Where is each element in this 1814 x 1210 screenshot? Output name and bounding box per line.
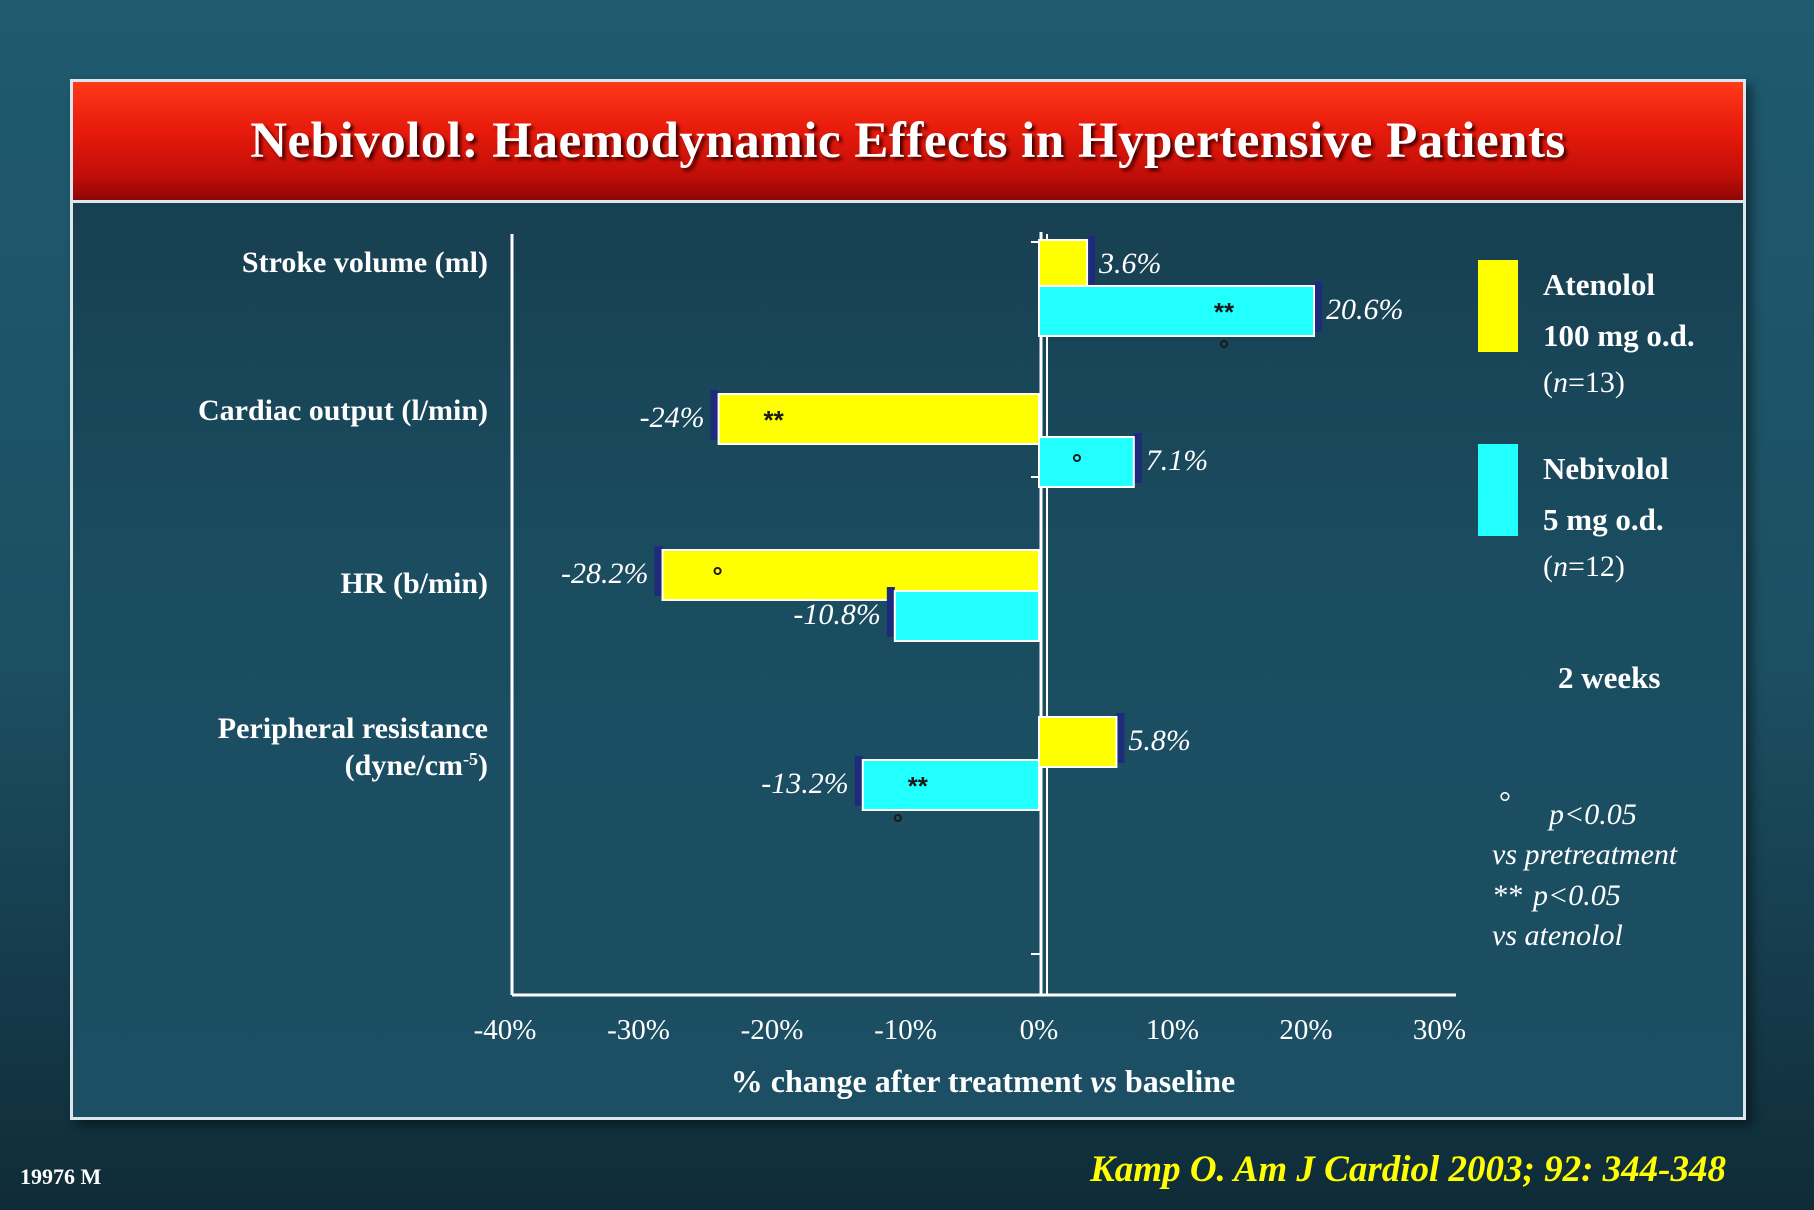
x-tick-label: 10% bbox=[1146, 1014, 1199, 1046]
significance-marker-below: ° bbox=[1219, 334, 1229, 364]
significance-marker: ° bbox=[1072, 448, 1082, 478]
x-axis-title-part: vs bbox=[1090, 1063, 1117, 1099]
x-tick-label: -40% bbox=[474, 1014, 537, 1046]
bar-depth bbox=[710, 390, 719, 440]
bar bbox=[1038, 239, 1089, 291]
note-single-mark: ° bbox=[1498, 786, 1510, 819]
legend-n-part: =13) bbox=[1568, 366, 1625, 399]
data-label: 20.6% bbox=[1326, 293, 1404, 326]
data-label: -13.2% bbox=[761, 767, 848, 800]
x-axis-title-part: baseline bbox=[1117, 1063, 1235, 1099]
data-label: -28.2% bbox=[561, 557, 648, 590]
bar bbox=[861, 759, 1041, 811]
x-axis-title-part: % change after treatment bbox=[731, 1063, 1091, 1099]
data-label: 3.6% bbox=[1098, 247, 1162, 280]
citation: Kamp O. Am J Cardiol 2003; 92: 344-348 bbox=[1090, 1149, 1726, 1190]
note-line4: vs atenolol bbox=[1492, 919, 1623, 952]
chart: -40% -30% -20% -10% 0% 10% 20% 30% % change afte… bbox=[198, 232, 1695, 1099]
significance-marker: ** bbox=[1214, 297, 1235, 327]
legend-label-dose: 5 mg o.d. bbox=[1543, 502, 1664, 537]
data-label: 5.8% bbox=[1128, 724, 1191, 757]
slide-title: Nebivolol: Haemodynamic Effects in Hyper… bbox=[250, 113, 1566, 169]
significance-marker-below: ° bbox=[893, 808, 903, 838]
x-tick-label: -30% bbox=[607, 1014, 670, 1046]
category-label: HR (b/min) bbox=[340, 567, 488, 600]
bar-depth bbox=[1087, 236, 1096, 286]
legend-n-part: n bbox=[1553, 550, 1568, 583]
category-label: Stroke volume (ml) bbox=[242, 246, 488, 279]
x-axis-title: % change after treatment vs baseline bbox=[731, 1063, 1235, 1099]
note-line3: p<0.05 bbox=[1531, 879, 1621, 912]
legend-n-part: n bbox=[1553, 366, 1568, 399]
category-label: Peripheral resistance bbox=[218, 712, 488, 745]
legend-n: (n=12) bbox=[1543, 550, 1625, 583]
legend-label: Atenolol bbox=[1543, 267, 1655, 302]
bar bbox=[1038, 436, 1135, 488]
bar bbox=[1038, 716, 1118, 768]
bar-depth bbox=[1116, 713, 1125, 763]
data-label: -10.8% bbox=[793, 598, 880, 631]
title-bar: Nebivolol: Haemodynamic Effects in Hyper… bbox=[73, 82, 1743, 203]
legend-n-part: =12) bbox=[1568, 550, 1625, 583]
x-tick-label: -10% bbox=[874, 1014, 937, 1046]
bar-depth bbox=[1133, 433, 1142, 483]
significance-marker: ** bbox=[908, 771, 929, 801]
bar-depth bbox=[854, 756, 863, 806]
category-label: Cardiac output (l/min) bbox=[198, 394, 488, 427]
bar bbox=[893, 590, 1040, 642]
legend-label-dose: 100 mg o.d. bbox=[1543, 318, 1695, 353]
data-label: -24% bbox=[640, 401, 705, 434]
note-double-mark: ** bbox=[1492, 879, 1522, 912]
legend-label: Nebivolol bbox=[1543, 451, 1669, 486]
significance-marker: ** bbox=[763, 405, 784, 435]
legend-swatch bbox=[1478, 444, 1518, 536]
note-line1: p<0.05 bbox=[1547, 798, 1637, 831]
x-tick-label: -20% bbox=[741, 1014, 804, 1046]
x-tick-label: 20% bbox=[1279, 1014, 1332, 1046]
data-label: 7.1% bbox=[1146, 444, 1209, 477]
bar bbox=[1038, 285, 1316, 337]
bar bbox=[717, 393, 1040, 445]
slide-frame: Nebivolol: Haemodynamic Effects in Hyper… bbox=[70, 79, 1746, 1120]
category-sublabel: (dyne/cm-5) bbox=[345, 749, 488, 782]
x-tick-label: 0% bbox=[1020, 1014, 1059, 1046]
note-line2: vs pretreatment bbox=[1492, 838, 1678, 871]
category-sublabel-part: (dyne/cm bbox=[345, 749, 463, 782]
bar bbox=[661, 549, 1041, 601]
bar-depth bbox=[1314, 282, 1323, 332]
legend-n-part: ( bbox=[1543, 550, 1553, 583]
significance-marker: ° bbox=[712, 561, 722, 591]
duration-label: 2 weeks bbox=[1558, 660, 1660, 695]
slide-code: 19976 M bbox=[20, 1164, 102, 1189]
bar-depth bbox=[886, 587, 895, 637]
legend-n: (n=13) bbox=[1543, 366, 1625, 399]
category-sublabel-part: ) bbox=[478, 749, 488, 782]
legend-swatch bbox=[1478, 260, 1518, 352]
legend-n-part: ( bbox=[1543, 366, 1553, 399]
x-tick-label: 30% bbox=[1413, 1014, 1466, 1046]
category-sublabel-part: -5 bbox=[463, 749, 478, 769]
bar-depth bbox=[654, 546, 663, 596]
